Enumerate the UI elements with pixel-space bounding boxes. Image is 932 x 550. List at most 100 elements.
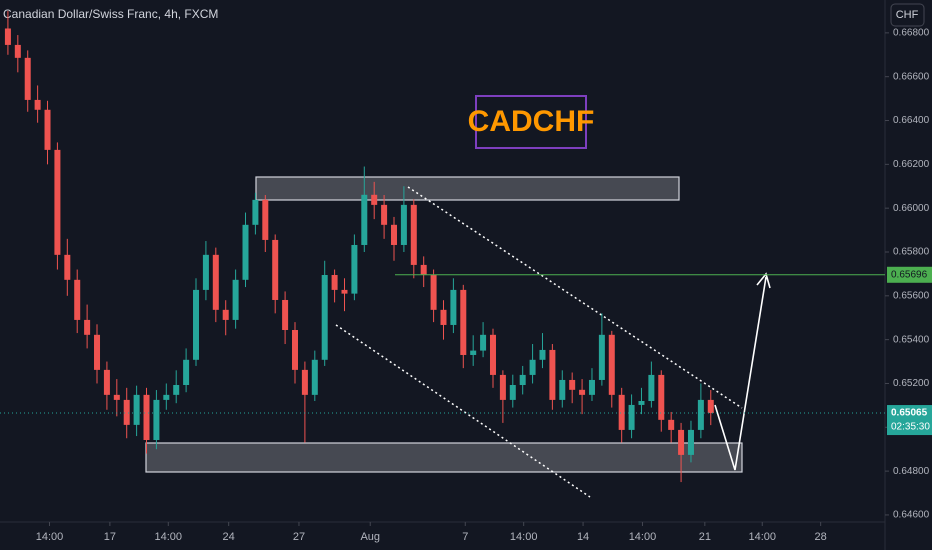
y-tick-label: 0.65600 [893, 290, 930, 301]
level-tag [887, 266, 932, 283]
candle-body [44, 109, 51, 150]
candle-body [678, 429, 685, 455]
candle-body [212, 254, 219, 310]
candle-body [668, 419, 675, 430]
candle-body [480, 334, 487, 351]
candle-body [4, 28, 11, 45]
candle-body [272, 239, 279, 300]
candle-body [559, 379, 566, 400]
x-tick-label: 14:00 [155, 531, 183, 543]
candle-body [371, 194, 378, 205]
candle-body [232, 279, 239, 320]
candle-body [173, 385, 180, 395]
candle-body [519, 374, 526, 385]
y-tick-label: 0.66000 [893, 203, 930, 214]
candle-body [470, 350, 477, 355]
y-tick-label: 0.66400 [893, 115, 930, 126]
candle-body [183, 359, 190, 385]
countdown-label: 02:35:30 [891, 422, 930, 433]
x-tick-label: 14:00 [510, 531, 538, 543]
candle-body [579, 389, 586, 395]
candle-body [143, 394, 150, 440]
candle-body [588, 379, 595, 395]
candle-body [64, 254, 71, 280]
x-tick-label: 24 [223, 531, 235, 543]
candle-body [74, 279, 81, 320]
candle-body [549, 349, 556, 400]
candle-body [113, 394, 120, 400]
demand-zone [145, 442, 743, 473]
candle-body [489, 334, 496, 375]
level-label: 0.65696 [891, 269, 928, 280]
candle-body [193, 289, 200, 360]
candle-body [103, 369, 110, 395]
y-tick-label: 0.65400 [893, 334, 930, 345]
candle-body [420, 264, 427, 275]
symbol-label: CADCHF [468, 105, 595, 138]
candle-body [341, 289, 348, 294]
y-tick-label: 0.64600 [893, 510, 930, 521]
candle-body [509, 385, 516, 400]
channel-line [335, 324, 591, 498]
candle-body [351, 244, 358, 294]
candle-body [34, 99, 41, 110]
candle-body [331, 275, 338, 290]
candle-body [14, 44, 21, 58]
candle-body [242, 224, 249, 280]
currency-button[interactable] [890, 3, 925, 27]
x-tick-label: 14:00 [629, 531, 657, 543]
y-tick-label: 0.64800 [893, 466, 930, 477]
candle-body [381, 204, 388, 225]
candle-body [311, 359, 318, 395]
x-tick-label: 27 [293, 531, 305, 543]
candle-body [163, 394, 170, 400]
candle-body [133, 394, 140, 425]
x-tick-label: 17 [104, 531, 116, 543]
arrow-head [756, 272, 771, 289]
candle-body [658, 374, 665, 420]
currency-label: CHF [896, 9, 919, 21]
x-tick-label: 28 [815, 531, 827, 543]
candle-body [618, 394, 625, 430]
candle-body [94, 334, 101, 370]
candle-body [628, 404, 635, 430]
candle-body [282, 299, 289, 330]
candle-body [529, 359, 536, 375]
candle-body [252, 199, 259, 225]
last-price-label: 0.65065 [891, 408, 928, 419]
channel-line [407, 186, 743, 409]
x-tick-label: 21 [699, 531, 711, 543]
y-tick-label: 0.66200 [893, 159, 930, 170]
x-tick-label: Aug [360, 531, 380, 543]
candle-body [301, 369, 308, 395]
candle-body [390, 224, 397, 245]
x-tick-label: 14 [577, 531, 589, 543]
candle-body [687, 429, 694, 455]
candle-body [400, 204, 407, 245]
candle-body [440, 309, 447, 325]
candle-body [84, 319, 91, 335]
candle-body [123, 399, 130, 425]
candle-body [460, 289, 467, 355]
x-tick-label: 7 [462, 531, 468, 543]
candle-body [598, 334, 605, 380]
candle-body [262, 199, 269, 240]
candle-body [450, 289, 457, 325]
candle-body [153, 399, 160, 440]
y-tick-label: 0.66800 [893, 28, 930, 39]
candle-body [638, 400, 645, 405]
supply-zone [255, 176, 680, 201]
candle-body [539, 349, 546, 360]
y-tick-label: 0.65200 [893, 378, 930, 389]
candle-body [24, 57, 31, 100]
candle-body [54, 149, 61, 255]
candle-body [569, 379, 576, 390]
candle-body [430, 275, 437, 310]
candle-body [608, 334, 615, 395]
label-box [475, 95, 587, 149]
x-tick-label: 14:00 [748, 531, 776, 543]
candle-body [292, 330, 298, 370]
candle-body [222, 309, 229, 320]
candle-body [707, 399, 714, 414]
